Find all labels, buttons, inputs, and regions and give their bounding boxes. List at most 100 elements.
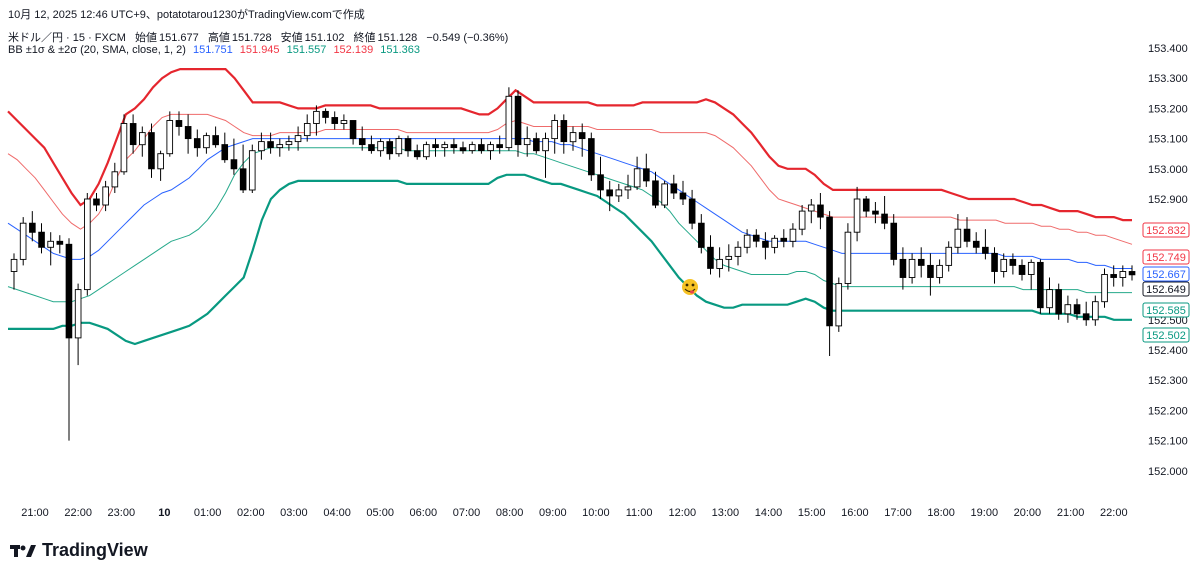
x-tick-label: 14:00 xyxy=(755,507,783,519)
candle-body xyxy=(569,132,577,143)
candle-body xyxy=(56,240,64,245)
price-label-box xyxy=(1142,266,1190,282)
symbol-label[interactable]: 米ドル／円 · 15 · FXCM xyxy=(8,32,126,44)
candle-body xyxy=(844,231,852,284)
candle-body xyxy=(927,264,934,278)
candle-body xyxy=(322,110,329,118)
candle-body xyxy=(395,138,403,155)
candle-body xyxy=(432,144,439,149)
y-tick-label: 153.200 xyxy=(1148,103,1188,115)
candle-body xyxy=(936,264,943,278)
candle-body xyxy=(542,138,549,152)
candle-body xyxy=(762,240,769,248)
candle-body xyxy=(789,228,797,242)
candle-body xyxy=(1101,274,1108,303)
x-tick-label: 04:00 xyxy=(323,507,351,519)
candle-body xyxy=(588,138,595,176)
candle-body xyxy=(688,198,696,224)
candlesticks xyxy=(10,87,1136,441)
candle-body xyxy=(578,132,586,140)
tradingview-logo-text: TradingView xyxy=(42,540,148,560)
candle-body xyxy=(193,138,201,149)
y-tick-label: 153.100 xyxy=(1148,134,1188,146)
candle-body xyxy=(523,138,531,146)
candle-body xyxy=(551,120,558,140)
candle-body xyxy=(826,216,833,327)
candle-body xyxy=(331,117,339,124)
candle-body xyxy=(203,135,210,149)
candle-body xyxy=(129,123,137,146)
candle-body xyxy=(991,252,998,272)
candle-body xyxy=(404,138,412,152)
candle-body xyxy=(743,234,751,248)
price-label-box xyxy=(1142,222,1190,238)
y-tick-label: 153.000 xyxy=(1148,164,1188,176)
indicator-name[interactable]: BB ±1σ & ±2σ (20, SMA, close, 1, 2) xyxy=(8,44,186,56)
tradingview-logo-icon xyxy=(10,544,36,557)
candle-body xyxy=(1128,271,1136,276)
candle-body xyxy=(1092,301,1099,321)
candle-body xyxy=(184,126,192,140)
price-label-text: 152.585 xyxy=(1146,305,1186,317)
candle-body xyxy=(807,204,815,212)
candle-body xyxy=(817,204,824,218)
candle-body xyxy=(606,189,613,197)
x-tick-label: 08:00 xyxy=(496,507,524,519)
candle-body xyxy=(707,246,714,269)
candle-body xyxy=(459,147,467,152)
candle-body xyxy=(120,123,128,173)
x-tick-label: 15:00 xyxy=(798,507,826,519)
time-axis[interactable]: 21:00 22:00 23:00 10 01:00 02:00 03:00 04:00 05:… xyxy=(21,507,1127,519)
y-tick-label: 152.200 xyxy=(1148,405,1188,417)
x-tick-label: 10:00 xyxy=(582,507,610,519)
candle-body xyxy=(239,168,247,191)
candle-body xyxy=(496,144,503,149)
ohlc-open: 始値 151.677 xyxy=(135,32,199,44)
tradingview-logo[interactable]: TradingView xyxy=(10,540,148,561)
candle-body xyxy=(982,246,989,254)
candle-body xyxy=(954,228,962,248)
candle-body xyxy=(853,198,861,233)
candle-body xyxy=(652,180,659,206)
candle-body xyxy=(670,183,678,194)
candle-body xyxy=(478,144,485,152)
price-label-text: 152.502 xyxy=(1146,330,1186,342)
candle-body xyxy=(285,141,293,146)
candle-body xyxy=(890,222,898,260)
band-middle xyxy=(7,138,1132,269)
price-label-box xyxy=(1142,302,1190,318)
y-tick-label: 153.300 xyxy=(1148,73,1188,85)
y-tick-label: 152.500 xyxy=(1148,315,1188,327)
candle-body xyxy=(1000,258,1008,272)
candle-body xyxy=(47,240,54,248)
x-tick-label: 02:00 xyxy=(237,507,265,519)
candle-body xyxy=(303,123,311,137)
candle-body xyxy=(386,141,394,155)
candle-body xyxy=(560,120,568,143)
candle-body xyxy=(38,231,45,248)
candle-body xyxy=(835,283,843,327)
y-tick-label: 152.300 xyxy=(1148,375,1188,387)
candle-body xyxy=(468,144,476,152)
candle-body xyxy=(872,210,879,215)
candle-body xyxy=(258,141,265,152)
price-label-box xyxy=(1142,281,1190,297)
candle-body xyxy=(413,150,421,158)
candle-body xyxy=(633,168,641,188)
band-lower2 xyxy=(8,173,1132,346)
x-tick-label: 07:00 xyxy=(453,507,481,519)
candle-body xyxy=(1064,304,1072,315)
candle-body xyxy=(798,210,806,230)
candle-body xyxy=(881,213,888,224)
price-label-text: 152.667 xyxy=(1146,269,1186,281)
ohlc-close: 終値 151.128 xyxy=(353,32,418,44)
candle-body xyxy=(377,141,384,152)
y-tick-label: 152.400 xyxy=(1148,345,1188,357)
candle-body xyxy=(725,255,733,260)
candle-body xyxy=(175,120,183,127)
x-tick-label: 22:00 xyxy=(1100,507,1128,519)
ohlc-low: 安値 151.102 xyxy=(280,32,345,44)
x-tick-label: 12:00 xyxy=(669,507,697,519)
candle-body xyxy=(734,246,742,257)
